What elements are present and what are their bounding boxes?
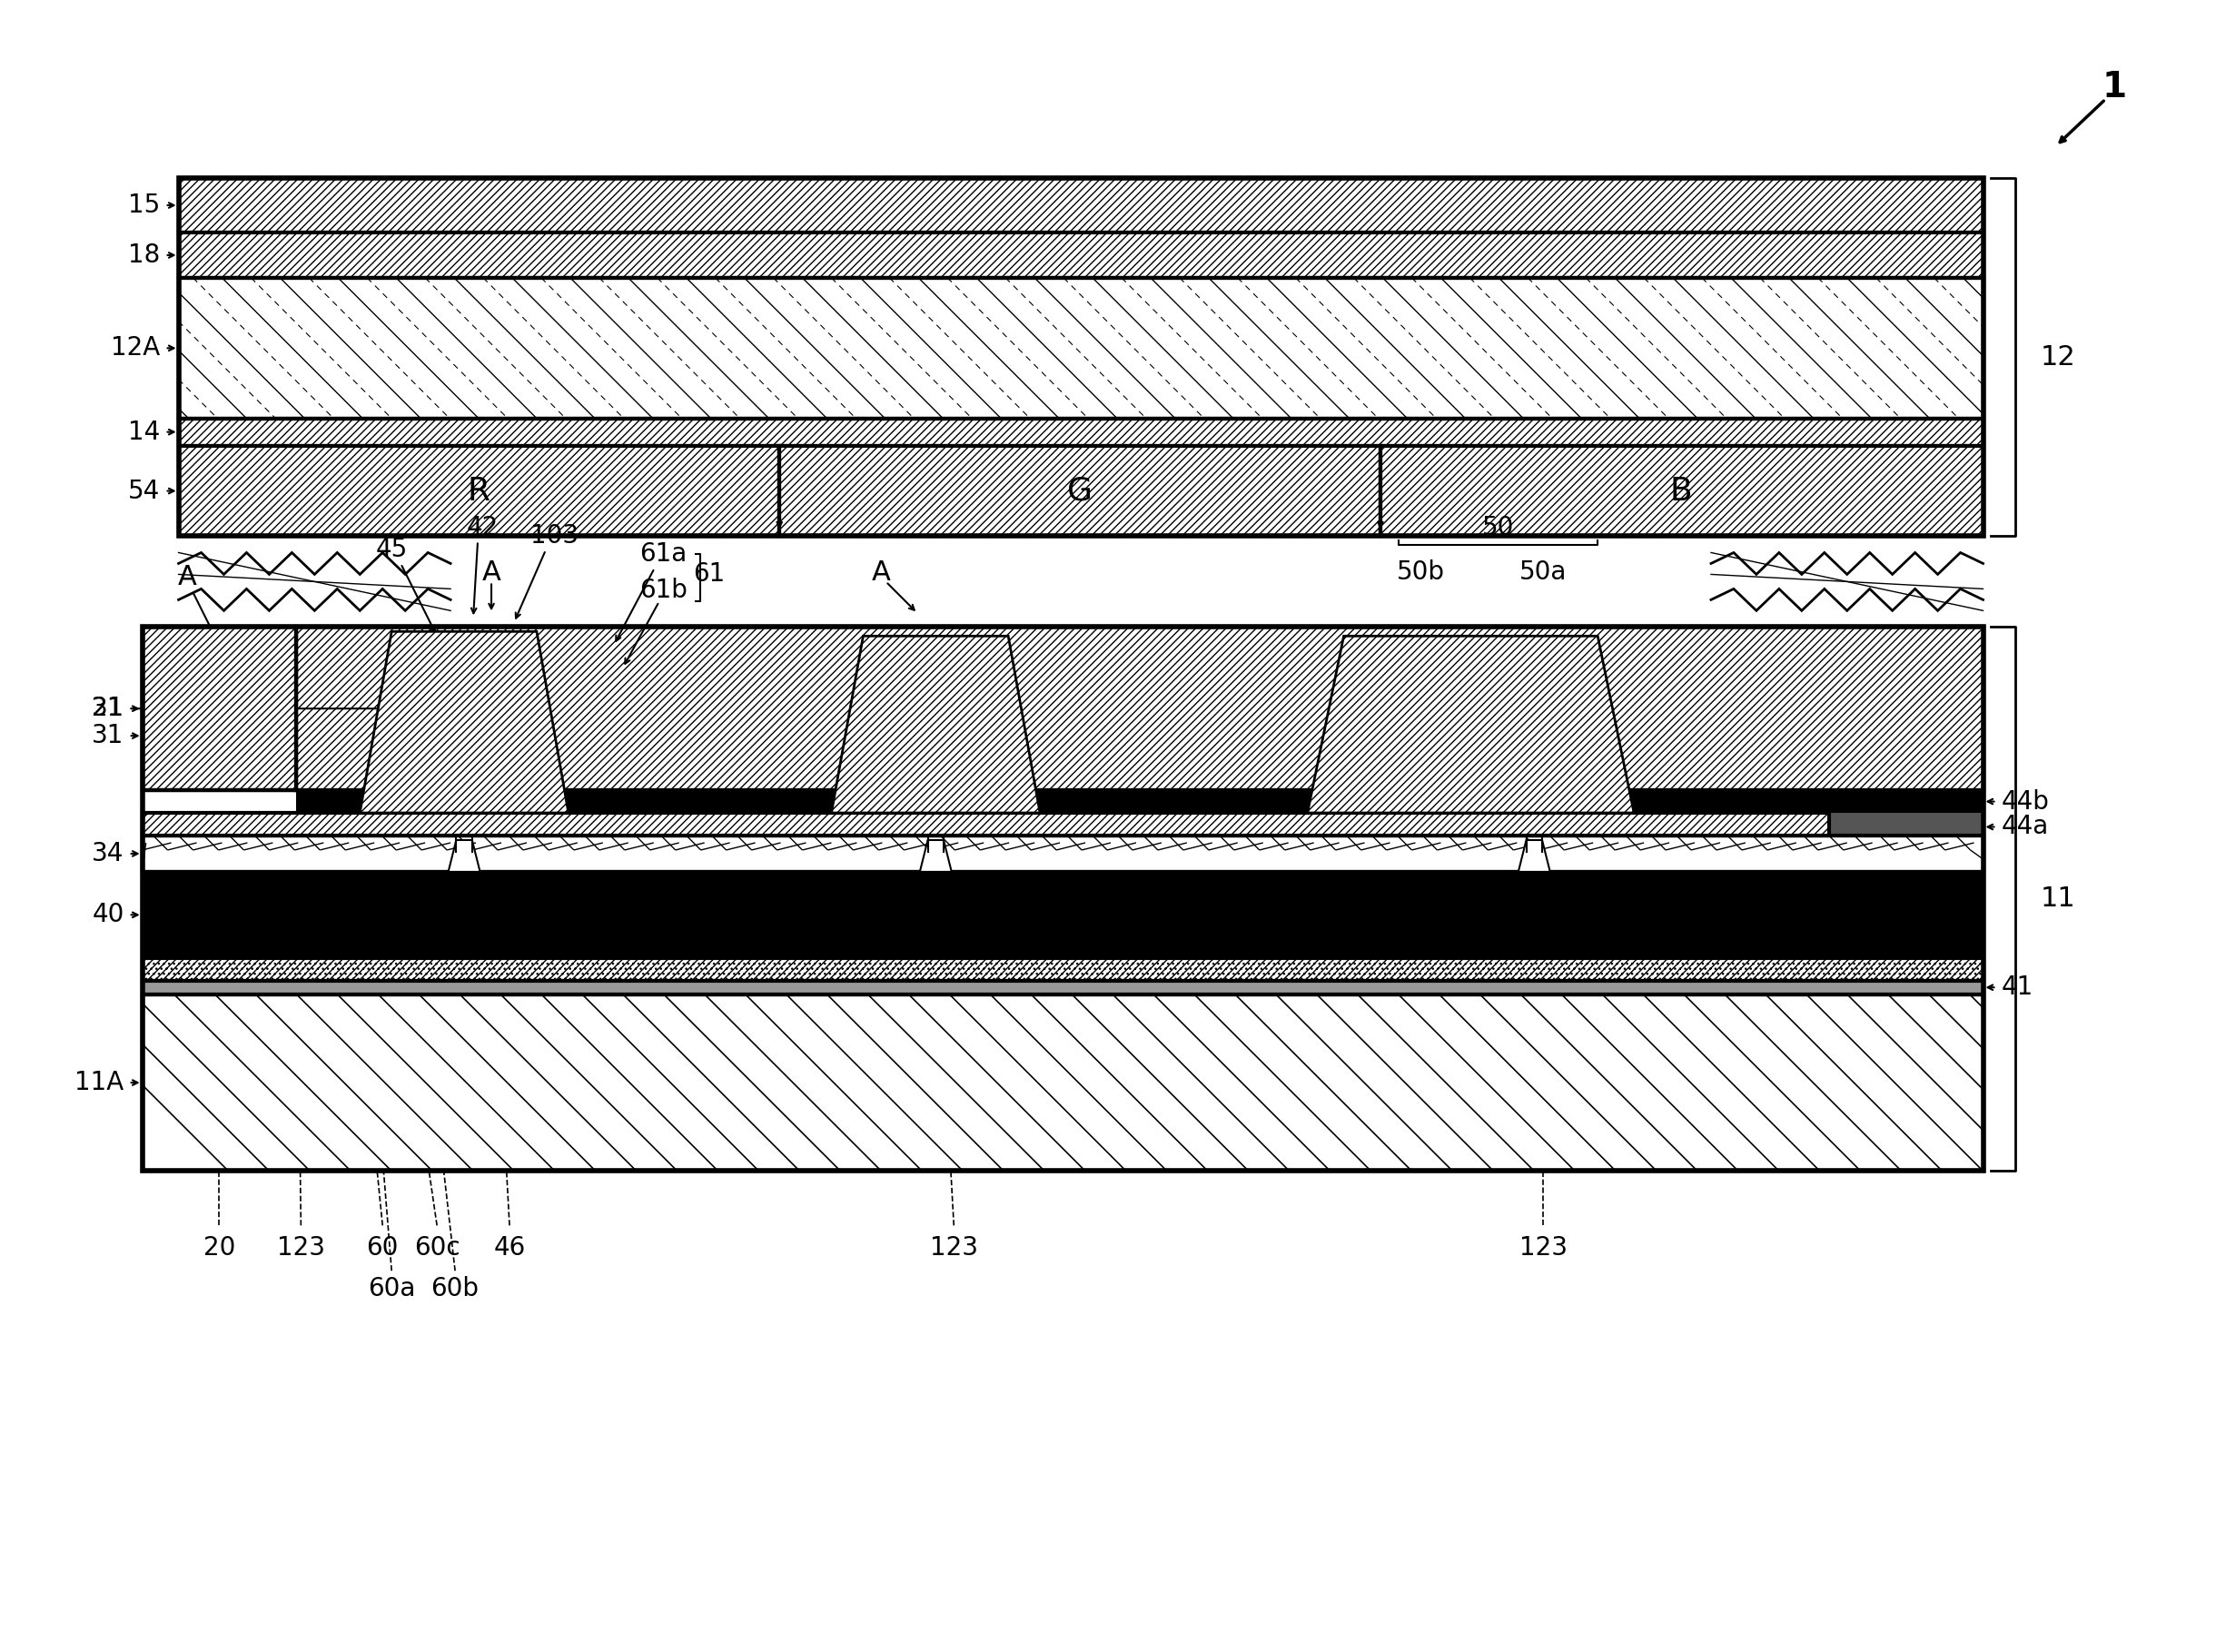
Bar — [142, 836, 1983, 872]
Text: 50a: 50a — [1520, 560, 1567, 585]
Text: 44a: 44a — [2001, 814, 2048, 839]
Text: 123: 123 — [277, 1236, 326, 1260]
Text: 46: 46 — [494, 1236, 525, 1260]
Text: 60b: 60b — [432, 1277, 479, 1302]
Text: 1: 1 — [2103, 69, 2127, 104]
Bar — [142, 836, 1983, 872]
Bar — [297, 628, 1983, 790]
Bar — [142, 995, 1983, 1171]
Text: 44b: 44b — [2001, 788, 2050, 814]
Bar — [179, 278, 1983, 418]
Text: R: R — [468, 476, 490, 507]
Text: 11: 11 — [2041, 885, 2076, 912]
Text: 31: 31 — [93, 724, 124, 748]
Bar — [142, 995, 1983, 1171]
Text: A: A — [177, 563, 197, 590]
Text: 60: 60 — [366, 1236, 399, 1260]
Text: 14: 14 — [129, 420, 160, 444]
Text: 103: 103 — [530, 524, 578, 548]
Text: B: B — [1669, 476, 1693, 507]
Text: 50b: 50b — [1396, 560, 1445, 585]
Text: 40: 40 — [93, 902, 124, 927]
Bar — [1381, 446, 1983, 537]
Polygon shape — [448, 841, 481, 872]
Bar — [297, 628, 1983, 790]
Text: 34: 34 — [93, 841, 124, 866]
Polygon shape — [359, 631, 570, 813]
Bar — [179, 178, 1983, 537]
Bar — [179, 278, 1983, 418]
Text: A: A — [481, 560, 501, 586]
Text: 45: 45 — [377, 537, 408, 563]
Bar — [179, 446, 780, 537]
Text: 31: 31 — [93, 695, 124, 722]
Bar — [179, 418, 1983, 446]
Text: 54: 54 — [129, 477, 160, 504]
Bar — [179, 233, 1983, 278]
Bar — [297, 813, 1983, 836]
Bar — [142, 872, 1983, 958]
Text: 18: 18 — [129, 243, 160, 268]
Bar — [142, 958, 1983, 981]
Text: 41: 41 — [2001, 975, 2034, 999]
Text: 61b: 61b — [640, 578, 687, 603]
Text: 60c: 60c — [414, 1236, 461, 1260]
Text: 11A: 11A — [75, 1070, 124, 1095]
Polygon shape — [831, 636, 1039, 813]
Bar — [142, 628, 1983, 1171]
Bar — [297, 790, 1983, 813]
Bar — [142, 813, 1828, 836]
Text: 123: 123 — [931, 1236, 977, 1260]
Text: 12A: 12A — [111, 335, 160, 360]
Bar — [780, 446, 1381, 537]
Text: 15: 15 — [129, 193, 160, 218]
Text: 60a: 60a — [368, 1277, 414, 1302]
Bar — [142, 628, 297, 790]
Text: A: A — [871, 560, 891, 586]
Polygon shape — [1307, 636, 1633, 813]
Text: G: G — [1068, 476, 1092, 507]
Text: 12: 12 — [2041, 344, 2076, 370]
Text: 21: 21 — [93, 695, 124, 722]
Bar — [142, 628, 297, 790]
Text: 20: 20 — [204, 1236, 235, 1260]
Text: 42: 42 — [465, 514, 499, 540]
Bar — [142, 981, 1983, 995]
Text: 61a: 61a — [640, 542, 687, 567]
Polygon shape — [920, 841, 951, 872]
Bar — [179, 178, 1983, 233]
Text: 50: 50 — [1483, 514, 1514, 540]
Text: 123: 123 — [1520, 1236, 1567, 1260]
Polygon shape — [1518, 841, 1549, 872]
Text: 61: 61 — [694, 562, 725, 586]
